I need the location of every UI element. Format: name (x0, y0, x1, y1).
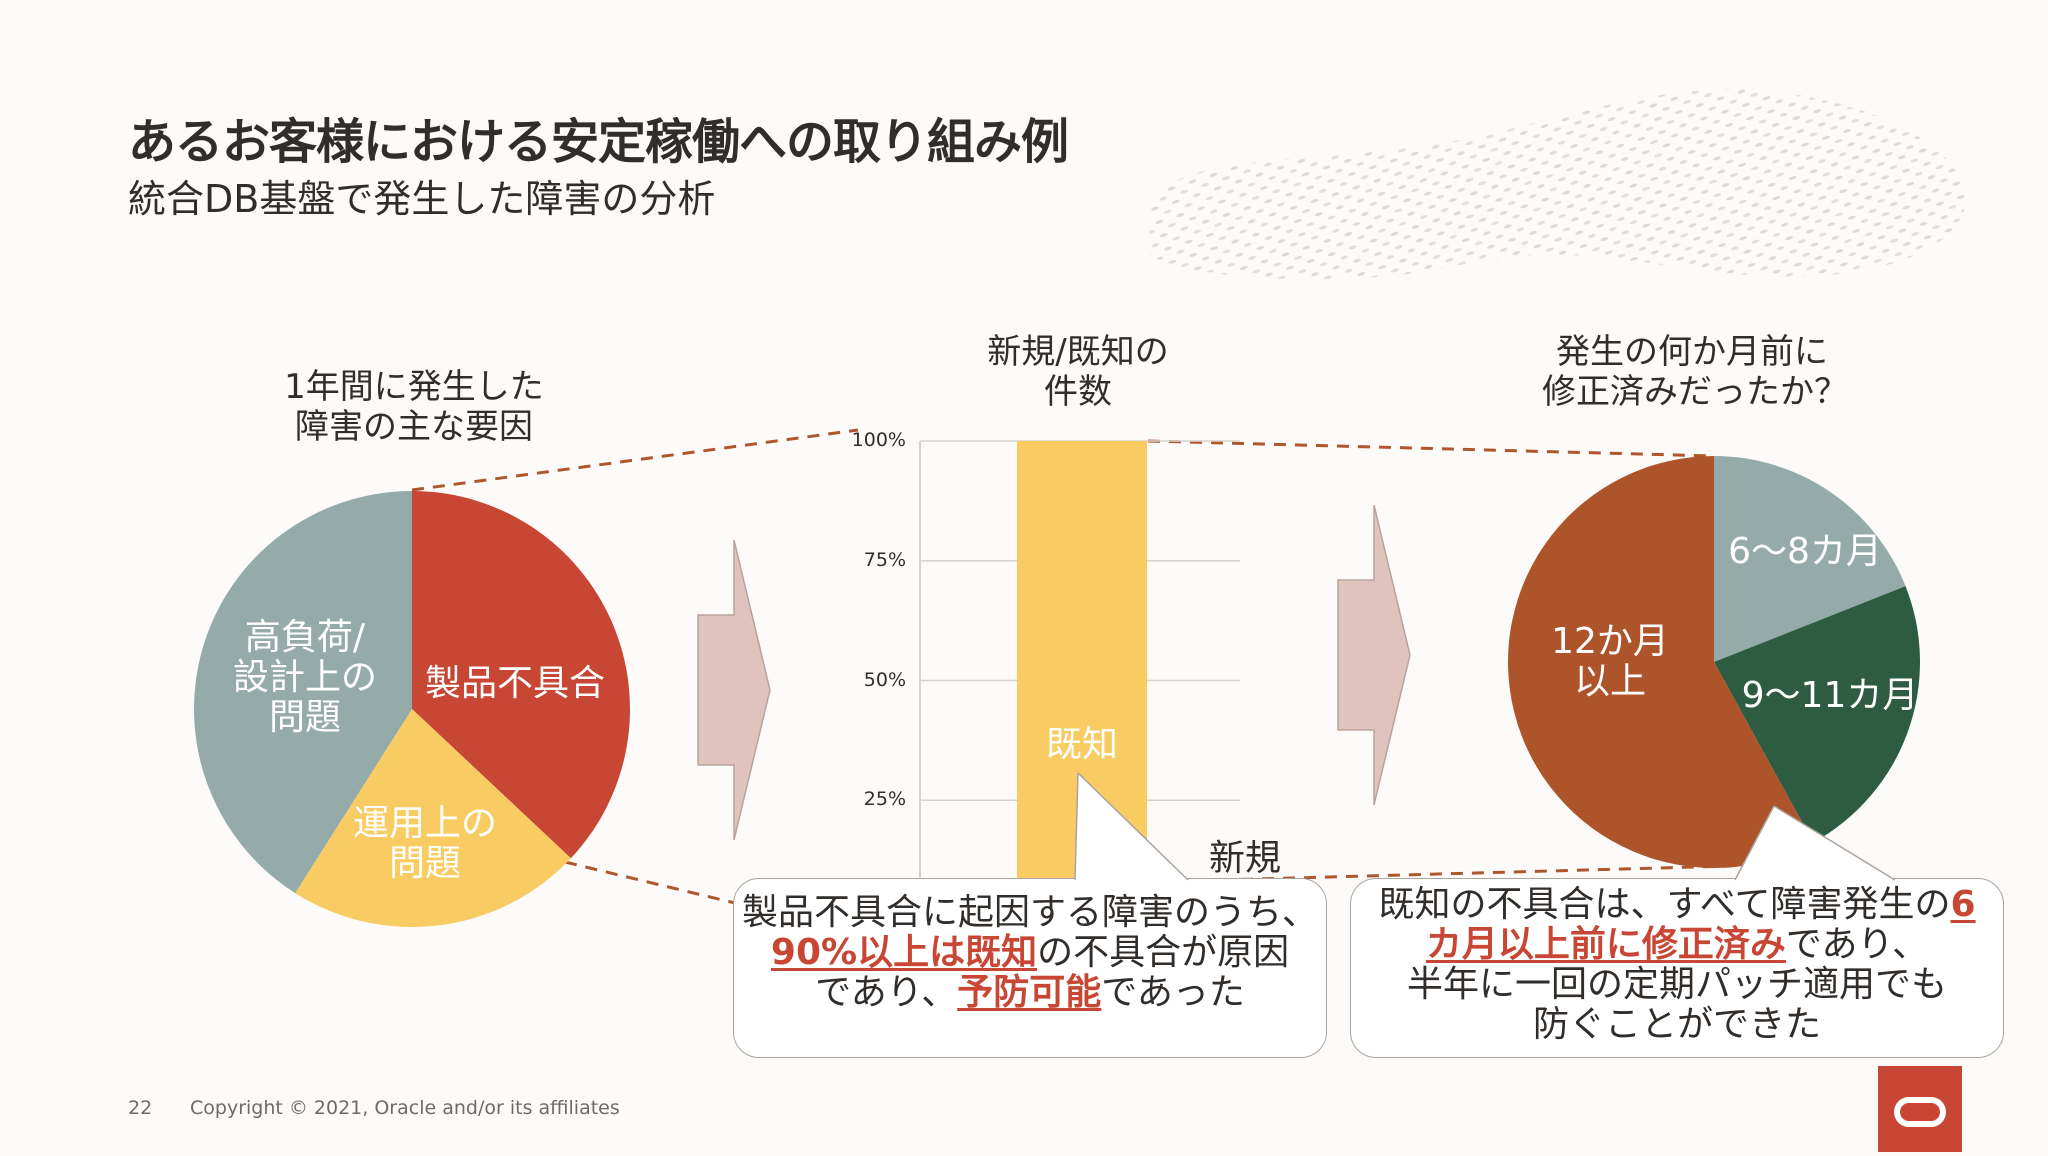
bar-segment-known-label: 既知 (1045, 724, 1118, 765)
callout-right-line2: カ月以上前に修正済みであり、 (1351, 925, 2003, 965)
pie2-label-6-8: 6〜8カ月 (1728, 531, 1882, 572)
bar-heading: 新規/既知の 件数 (948, 332, 1208, 412)
page-subtitle: 統合DB基盤で発生した障害の分析 (128, 177, 716, 221)
bar-y-tick-label: 50% (863, 668, 906, 691)
callout-left-line3-rest: であった (1101, 972, 1245, 1013)
pie1-label-ops: 運用上の 問題 (325, 804, 525, 884)
callout-right-line4: 防ぐことができた (1532, 1004, 1821, 1045)
page-number: 22 (128, 1097, 153, 1119)
callout-right-line2-rest: であり、 (1785, 924, 1929, 965)
callout-left-line3: であり、予防可能であった (734, 973, 1326, 1013)
pie2-slice-1 (1714, 456, 1906, 662)
callout-left: 製品不具合に起因する障害のうち、 90%以上は既知の不具合が原因 であり、予防可… (733, 878, 1327, 1058)
page-title: あるお客様における安定稼働への取り組み例 (128, 114, 1069, 170)
arrow-right-1 (697, 539, 771, 841)
pie1-heading-line2: 障害の主な要因 (295, 407, 533, 447)
decorative-texture (1150, 89, 1966, 280)
pie2-label-12plus-line1: 12か月 (1551, 621, 1669, 662)
callout-left-line2-rest: の不具合が原因 (1037, 932, 1290, 973)
pie1-slice-1 (412, 491, 630, 859)
pie2-label-12plus: 12か月 以上 (1535, 622, 1685, 702)
connector-bottom-right (1219, 864, 1733, 882)
callout-left-line2: 90%以上は既知の不具合が原因 (734, 933, 1326, 973)
connector-bottom-left (564, 860, 736, 905)
bar-segment-new-label: 新規 (1209, 838, 1281, 879)
arrow-right-2 (1337, 504, 1411, 806)
pie1-heading-line1: 1年間に発生した (284, 367, 544, 407)
bar-y-tick-label: 25% (863, 788, 906, 811)
bar-segment-known (1017, 441, 1147, 920)
pie1-label-load-line1: 高負荷/ (244, 617, 366, 658)
pie1-label-product: 製品不具合 (424, 663, 605, 704)
callout-right-line1: 既知の不具合は、すべて障害発生の6 (1351, 885, 2003, 925)
pie2-slice-3 (1508, 456, 1814, 868)
pie-chart-fix-timing (1508, 456, 1920, 868)
pie-chart-causes (193, 491, 630, 928)
callout-right-highlight-1: 6 (1950, 884, 1976, 925)
oracle-logo (1878, 1066, 1962, 1152)
callout-left-line3-pre: であり、 (815, 972, 958, 1013)
pie2-heading-line1: 発生の何か月前に (1556, 332, 1828, 372)
pie1-label-load: 高負荷/ 設計上の 問題 (210, 618, 400, 738)
pie2-heading-line2: 修正済みだったか？ (1542, 372, 1848, 412)
connector-top-right (1147, 439, 1715, 458)
pie1-label-load-line3: 問題 (268, 697, 341, 738)
pie1-heading: 1年間に発生した 障害の主な要因 (284, 367, 544, 447)
callout-left-line1: 製品不具合に起因する障害のうち、 (741, 892, 1318, 933)
pie1-label-ops-line1: 運用上の (352, 803, 497, 844)
pie2-slice-2 (1714, 586, 1920, 843)
callout-right-line1-pre: 既知の不具合は、すべて障害発生の (1378, 884, 1951, 925)
callout-left-highlight-1: 90%以上は既知 (770, 932, 1038, 973)
callout-right-highlight-2: カ月以上前に修正済み (1425, 924, 1786, 965)
bar-heading-line2: 件数 (1044, 372, 1112, 412)
connector-top-left (411, 428, 859, 492)
pie2-label-12plus-line2: 以上 (1573, 661, 1646, 702)
callout-left-highlight-2: 予防可能 (957, 972, 1102, 1013)
pie1-label-load-line2: 設計上の (232, 657, 377, 698)
pie1-slice-2 (295, 709, 571, 928)
pie2-heading: 発生の何か月前に 修正済みだったか？ (1542, 332, 1848, 412)
callout-right: 既知の不具合は、すべて障害発生の6 カ月以上前に修正済みであり、 半年に一回の定… (1350, 878, 2004, 1058)
pie2-label-9-11: 9〜11カ月 (1741, 675, 1919, 716)
bar-heading-line1: 新規/既知の (987, 332, 1169, 372)
pie1-label-ops-line2: 問題 (388, 843, 461, 884)
oracle-logo-icon (1894, 1097, 1946, 1127)
callout-right-line3: 半年に一回の定期パッチ適用でも (1406, 964, 1947, 1005)
pie1-slice-3 (193, 491, 412, 894)
bar-y-tick-label: 75% (863, 548, 906, 571)
bar-y-tick-label: 100% (851, 429, 906, 451)
copyright: Copyright © 2021, Oracle and/or its affi… (190, 1097, 620, 1119)
